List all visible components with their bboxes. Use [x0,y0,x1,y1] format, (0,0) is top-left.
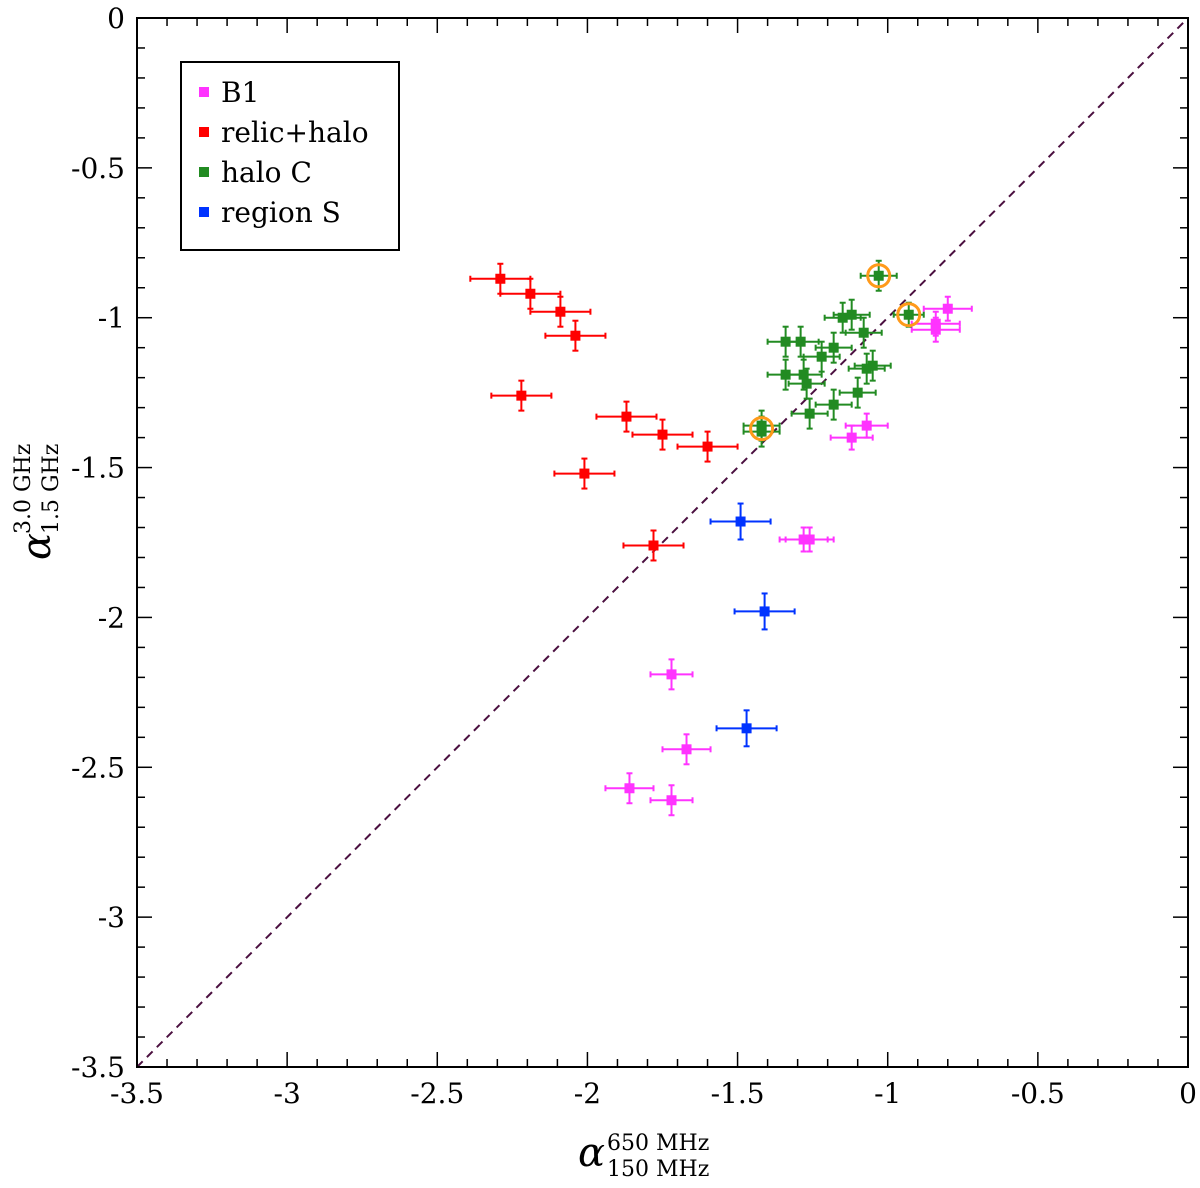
data-point [846,309,857,320]
data-point [735,516,746,527]
x-tick-label: -3 [274,1077,301,1110]
series-relic-halo [469,262,739,562]
data-point [846,432,857,443]
data-point [579,468,590,479]
data-point [555,306,566,317]
y-tick-label: -0.5 [71,152,125,185]
y-axis-symbol: α [14,533,60,560]
x-tick-label: -3.5 [110,1077,164,1110]
x-tick-label: -2 [574,1077,601,1110]
highlight-circle [749,416,775,442]
x-tick-label: -1.5 [711,1077,765,1110]
legend-label-b1: B1 [221,76,259,109]
data-point [741,723,752,734]
y-tick-label: 0 [107,2,125,35]
data-point [570,330,581,341]
data-point [861,420,872,431]
series-region-s [709,502,796,748]
y-tick-label: -2 [98,601,125,634]
reference-line [136,17,1189,1068]
data-point [666,669,677,680]
data-point [525,288,536,299]
legend-label-region-s: region S [221,196,341,229]
highlight-circles [749,263,922,442]
x-axis-label: α 650 MHz 150 MHz [578,1130,709,1182]
x-tick-label: 0 [1179,1077,1197,1110]
data-point [516,390,527,401]
data-point [795,336,806,347]
legend-label-halo-c: halo C [221,156,312,189]
y-tick-label: -3.5 [71,1051,125,1084]
data-point [801,378,812,389]
data-point [495,273,506,284]
y-tick-label: -2.5 [71,751,125,784]
legend-swatch-b1 [199,87,209,97]
x-tick-label: -1 [874,1077,901,1110]
data-point [702,441,713,452]
data-point [930,324,941,335]
data-point [624,783,635,794]
y-axis-subscript: 1.5 GHz [39,444,64,534]
data-point [828,342,839,353]
data-point [858,327,869,338]
legend-swatch-region-s [199,207,209,217]
tick-labels: -3.5 -3 -2.5 -2 -1.5 -1 -0.5 0 -3.5 -3 -2.5 -2 -1.5 -… [71,2,1197,1110]
y-tick-label: -1.5 [71,452,125,485]
series-halo-c [742,259,925,448]
x-axis-subscript: 150 MHz [607,1157,709,1182]
data-point [804,408,815,419]
data-point [837,312,848,323]
data-point [759,606,770,617]
data-point [621,411,632,422]
data-point [648,540,659,551]
data-point [852,387,863,398]
data-point [798,369,809,380]
y-axis-label: α 3.0 GHz 1.5 GHz [11,444,64,560]
reference-line-group [136,17,1189,1068]
x-axis-superscript: 650 MHz [607,1131,709,1156]
data-point [657,429,668,440]
legend-swatch-relic-halo [199,127,209,137]
y-tick-label: -1 [98,302,125,335]
data-point [942,303,953,314]
data-point [756,426,767,437]
data-point [798,534,809,545]
data-points [469,259,973,817]
data-point [816,351,827,362]
x-tick-label: -2.5 [410,1077,464,1110]
highlight-circle [866,263,892,289]
data-point [828,399,839,410]
y-axis-superscript: 3.0 GHz [11,444,36,534]
x-tick-label: -0.5 [1011,1077,1065,1110]
plot-frame [136,17,1189,1068]
data-point [681,744,692,755]
data-point [873,270,884,281]
data-point [666,795,677,806]
data-point [861,363,872,374]
x-axis-symbol: α [578,1130,605,1176]
legend-swatch-halo-c [199,167,209,177]
y-tick-label: -3 [98,901,125,934]
legend-box [180,61,400,251]
legend: B1 relic+halo halo C region S [180,61,400,251]
data-point [903,309,914,320]
legend-label-relic-halo: relic+halo [221,116,369,149]
highlight-circle [896,302,922,328]
series-b1 [604,295,973,817]
data-point [867,360,878,371]
